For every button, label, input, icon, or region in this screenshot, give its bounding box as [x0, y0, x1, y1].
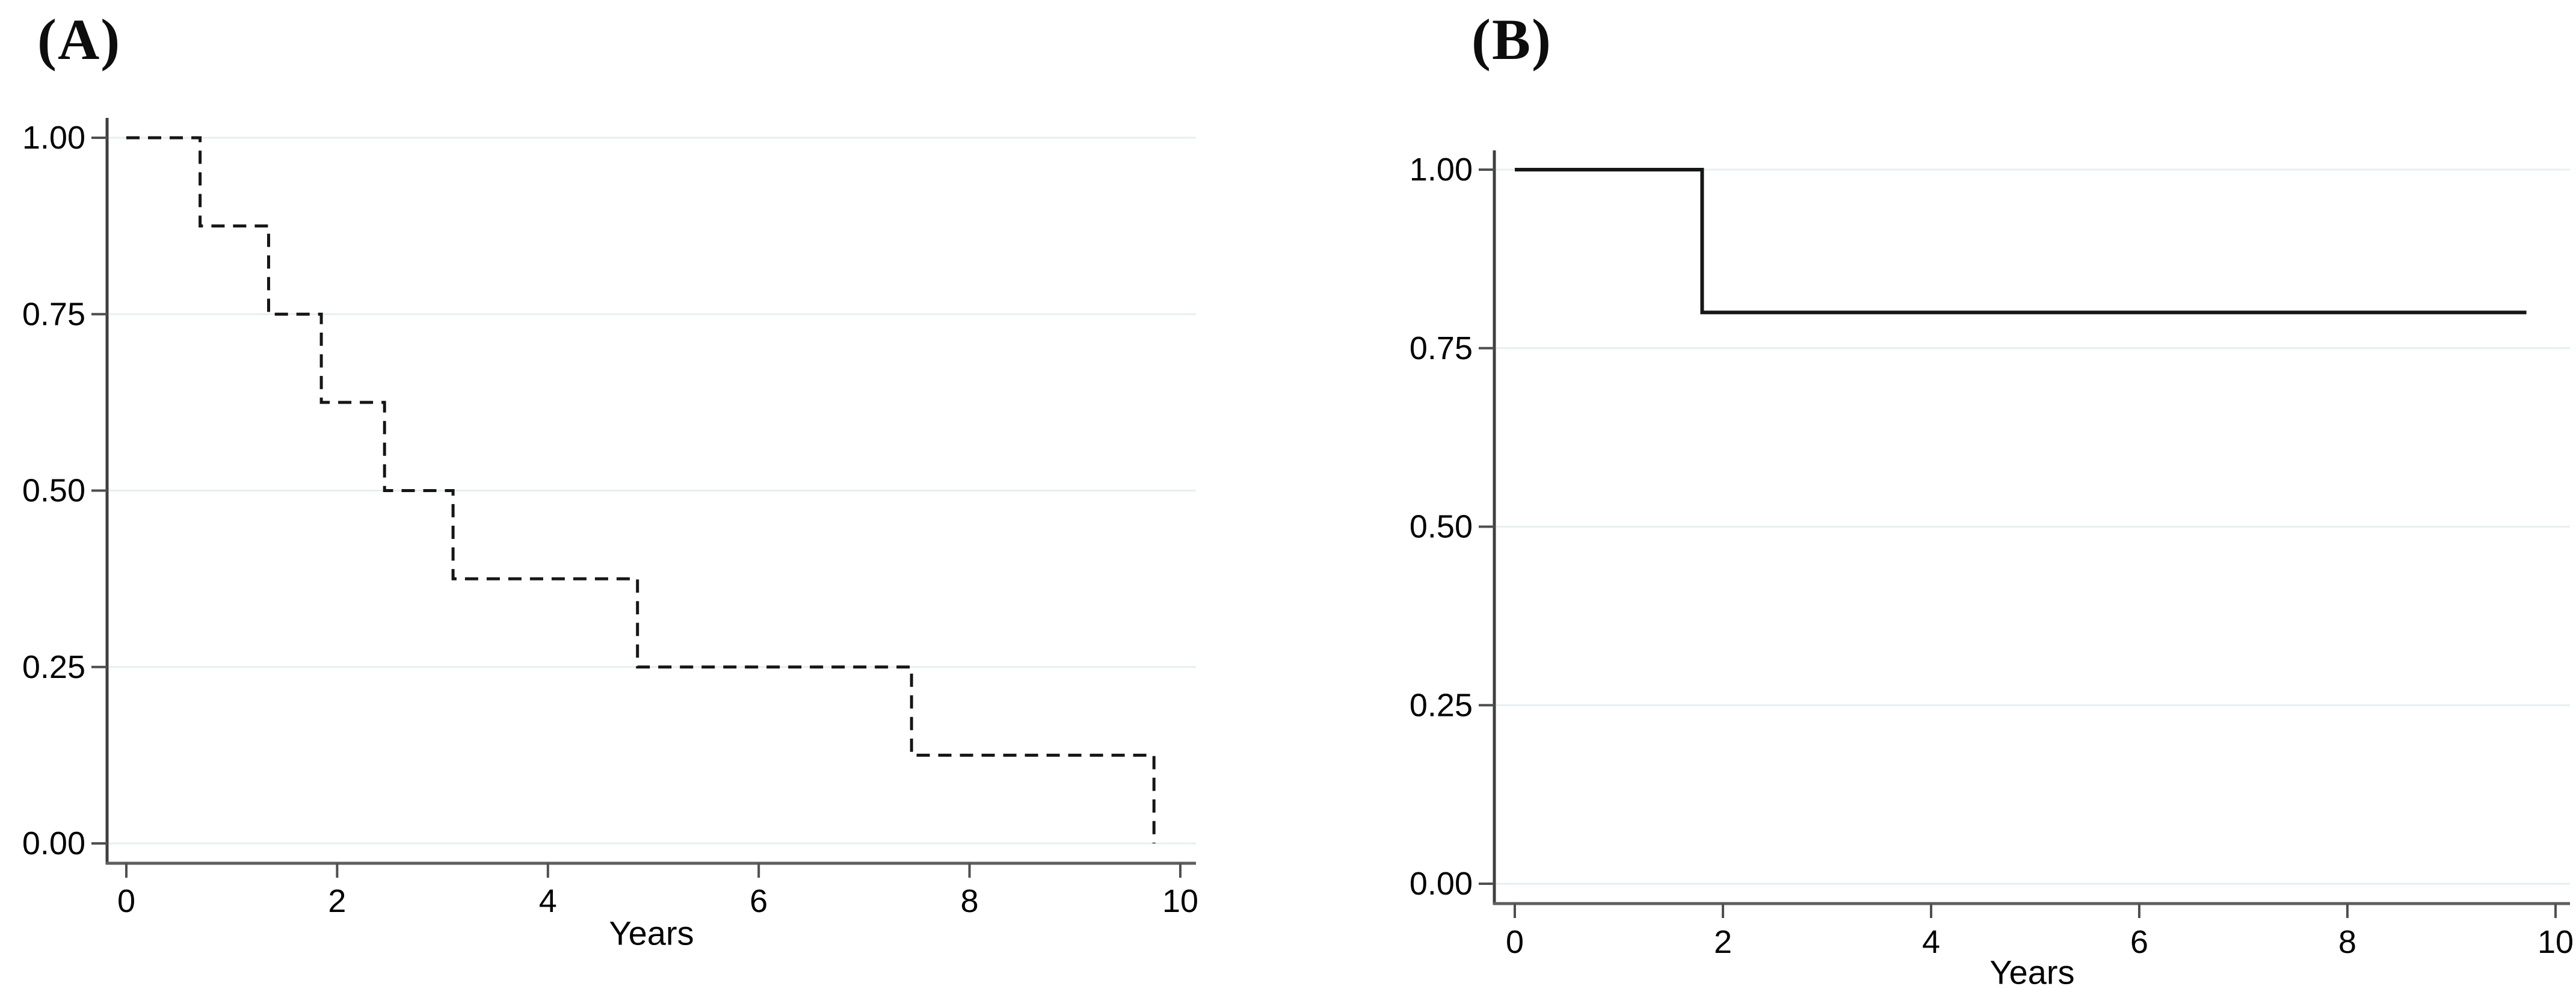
x-tick-label: 4 [539, 883, 557, 919]
x-tick-label: 6 [750, 883, 768, 919]
x-tick-label: 0 [1506, 924, 1524, 960]
y-tick-label: 1.00 [1410, 152, 1473, 188]
x-tick-label: 2 [1714, 924, 1732, 960]
panel-b-label: (B) [1471, 7, 1552, 72]
x-axis-title: Years [609, 914, 694, 952]
x-tick-label: 8 [2338, 924, 2356, 960]
x-tick-label: 4 [1922, 924, 1940, 960]
x-tick-label: 10 [2537, 924, 2574, 960]
y-tick-label: 0.00 [22, 825, 85, 861]
km-curve [126, 136, 1156, 843]
y-tick-label: 0.25 [22, 649, 85, 685]
x-tick-label: 0 [117, 883, 135, 919]
y-tick-label: 0.75 [1410, 330, 1473, 366]
panel-b-plot: 1.00 0.75 0.50 0.25 0.00 0 2 4 6 8 10 Years [1410, 150, 2574, 989]
y-tick-label: 0.75 [22, 296, 85, 332]
y-tick-label: 0.00 [1410, 866, 1473, 902]
y-tick-label: 0.50 [22, 473, 85, 509]
x-tick-label: 8 [961, 883, 979, 919]
y-tick-label: 0.25 [1410, 687, 1473, 723]
panel-a-plot: 1.00 0.75 0.50 0.25 0.00 0 2 4 6 8 10 Years [22, 118, 1198, 952]
x-axis-title: Years [1989, 954, 2074, 989]
km-curve [1515, 168, 2527, 315]
x-tick-label: 6 [2130, 924, 2148, 960]
x-tick-label: 10 [1162, 883, 1198, 919]
panel-a-label: (A) [37, 7, 122, 72]
x-tick-label: 2 [328, 883, 346, 919]
y-tick-label: 0.50 [1410, 509, 1473, 545]
y-tick-label: 1.00 [22, 120, 85, 156]
